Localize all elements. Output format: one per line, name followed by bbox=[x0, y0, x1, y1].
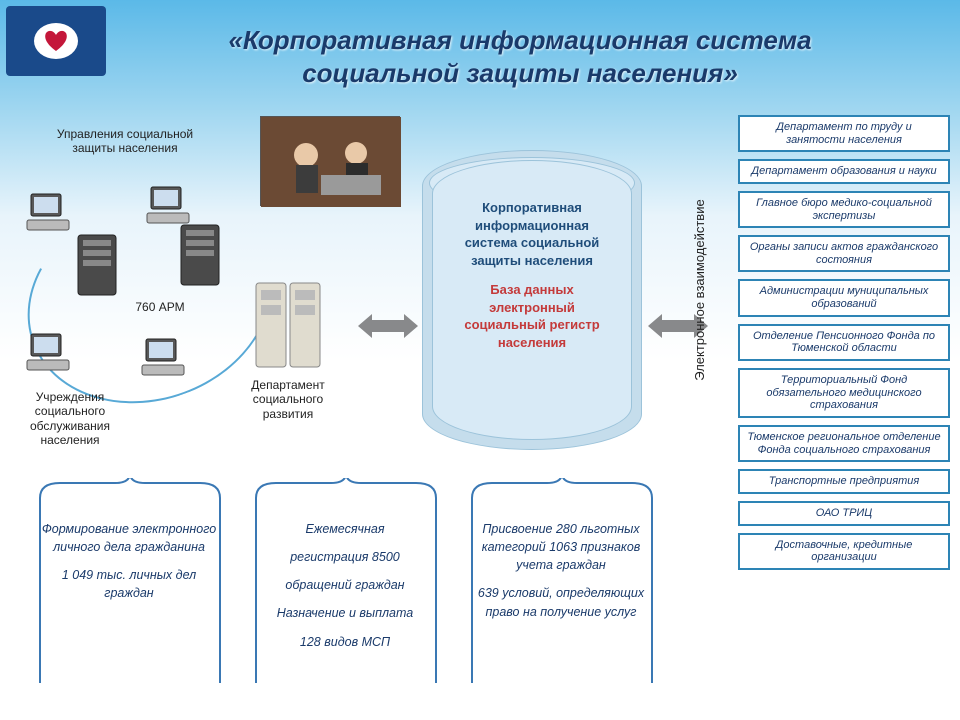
org-box: Территориальный Фонд обязательного медиц… bbox=[738, 368, 950, 418]
block-line: Формирование электронного личного дела г… bbox=[40, 520, 218, 556]
dept-logo bbox=[6, 6, 106, 76]
bottom-block: Ежемесячная регистрация 8500 обращений гра… bbox=[246, 478, 444, 688]
org-box: Отделение Пенсионного Фонда по Тюменской… bbox=[738, 324, 950, 361]
right-org-list: Департамент по труду и занятости населен… bbox=[738, 115, 950, 570]
block-line: 128 видов МСП bbox=[256, 633, 434, 651]
org-box: Администрации муниципальных образований bbox=[738, 279, 950, 316]
server-icon bbox=[70, 230, 125, 300]
org-box: Тюменское региональное отделение Фонда с… bbox=[738, 425, 950, 462]
label-institutions: Учреждения социального обслуживания насе… bbox=[5, 390, 135, 448]
dept-server-icon bbox=[250, 275, 330, 375]
org-box: Департамент по труду и занятости населен… bbox=[738, 115, 950, 152]
arrow-left-icon bbox=[358, 312, 418, 340]
title-line2: социальной защиты населения» bbox=[302, 58, 738, 88]
vertical-interaction-label: Электронное взаимодействие bbox=[692, 160, 707, 420]
bottom-block: Присвоение 280 льготных категорий 1063 п… bbox=[462, 478, 660, 688]
block-line: Ежемесячная bbox=[256, 520, 434, 538]
slide-title: «Корпоративная информационная система со… bbox=[120, 24, 920, 89]
db-subtitle: База данных электронный социальный регис… bbox=[447, 281, 617, 351]
block-line: обращений граждан bbox=[256, 576, 434, 594]
bottom-block: Формирование электронного личного дела г… bbox=[30, 478, 228, 688]
block-line: Назначение и выплата bbox=[256, 604, 434, 622]
block-line: Присвоение 280 льготных категорий 1063 п… bbox=[472, 520, 650, 574]
org-box: ОАО ТРИЦ bbox=[738, 501, 950, 526]
org-box: Транспортные предприятия bbox=[738, 469, 950, 494]
computer-icon bbox=[25, 190, 75, 235]
office-photo bbox=[260, 116, 400, 206]
computer-icon bbox=[25, 330, 75, 375]
computer-icon bbox=[140, 335, 190, 380]
label-dept: Департамент социального развития bbox=[233, 378, 343, 421]
title-line1: «Корпоративная информационная система bbox=[228, 25, 811, 55]
block-line: 1 049 тыс. личных дел граждан bbox=[40, 566, 218, 602]
database-cylinder: Корпоративная информационная система соц… bbox=[432, 160, 632, 440]
org-box: Главное бюро медико-социальной экспертиз… bbox=[738, 191, 950, 228]
label-managements: Управления социальной защиты населения bbox=[50, 127, 200, 156]
block-line: регистрация 8500 bbox=[256, 548, 434, 566]
org-box: Органы записи актов гражданского состоян… bbox=[738, 235, 950, 272]
org-box: Департамент образования и науки bbox=[738, 159, 950, 184]
db-title: Корпоративная информационная система соц… bbox=[447, 199, 617, 269]
server-icon bbox=[173, 220, 228, 290]
bottom-blocks-row: Формирование электронного личного дела г… bbox=[30, 478, 660, 688]
block-line: 639 условий, определяющих право на получ… bbox=[472, 584, 650, 620]
org-box: Доставочные, кредитные организации bbox=[738, 533, 950, 570]
label-arm-count: 760 АРМ bbox=[120, 300, 200, 314]
